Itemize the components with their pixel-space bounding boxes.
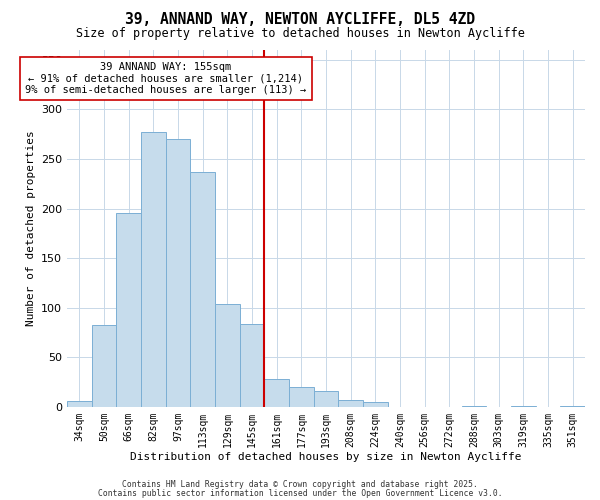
Text: Contains HM Land Registry data © Crown copyright and database right 2025.: Contains HM Land Registry data © Crown c… xyxy=(122,480,478,489)
Bar xyxy=(363,402,388,407)
Bar xyxy=(141,132,166,407)
Text: 39 ANNAND WAY: 155sqm
← 91% of detached houses are smaller (1,214)
9% of semi-de: 39 ANNAND WAY: 155sqm ← 91% of detached … xyxy=(25,62,307,95)
Bar xyxy=(314,391,338,407)
Bar xyxy=(461,406,487,407)
Bar xyxy=(240,324,265,407)
Bar xyxy=(92,324,116,407)
Text: Contains public sector information licensed under the Open Government Licence v3: Contains public sector information licen… xyxy=(98,489,502,498)
Bar xyxy=(289,387,314,407)
Bar xyxy=(116,212,141,407)
Text: Size of property relative to detached houses in Newton Aycliffe: Size of property relative to detached ho… xyxy=(76,28,524,40)
Bar xyxy=(338,400,363,407)
Bar xyxy=(67,401,92,407)
Bar xyxy=(511,406,536,407)
Bar xyxy=(215,304,240,407)
Text: 39, ANNAND WAY, NEWTON AYCLIFFE, DL5 4ZD: 39, ANNAND WAY, NEWTON AYCLIFFE, DL5 4ZD xyxy=(125,12,475,28)
Bar xyxy=(560,406,585,407)
Bar xyxy=(166,139,190,407)
X-axis label: Distribution of detached houses by size in Newton Aycliffe: Distribution of detached houses by size … xyxy=(130,452,522,462)
Bar xyxy=(265,379,289,407)
Bar xyxy=(190,172,215,407)
Y-axis label: Number of detached properties: Number of detached properties xyxy=(26,130,35,326)
